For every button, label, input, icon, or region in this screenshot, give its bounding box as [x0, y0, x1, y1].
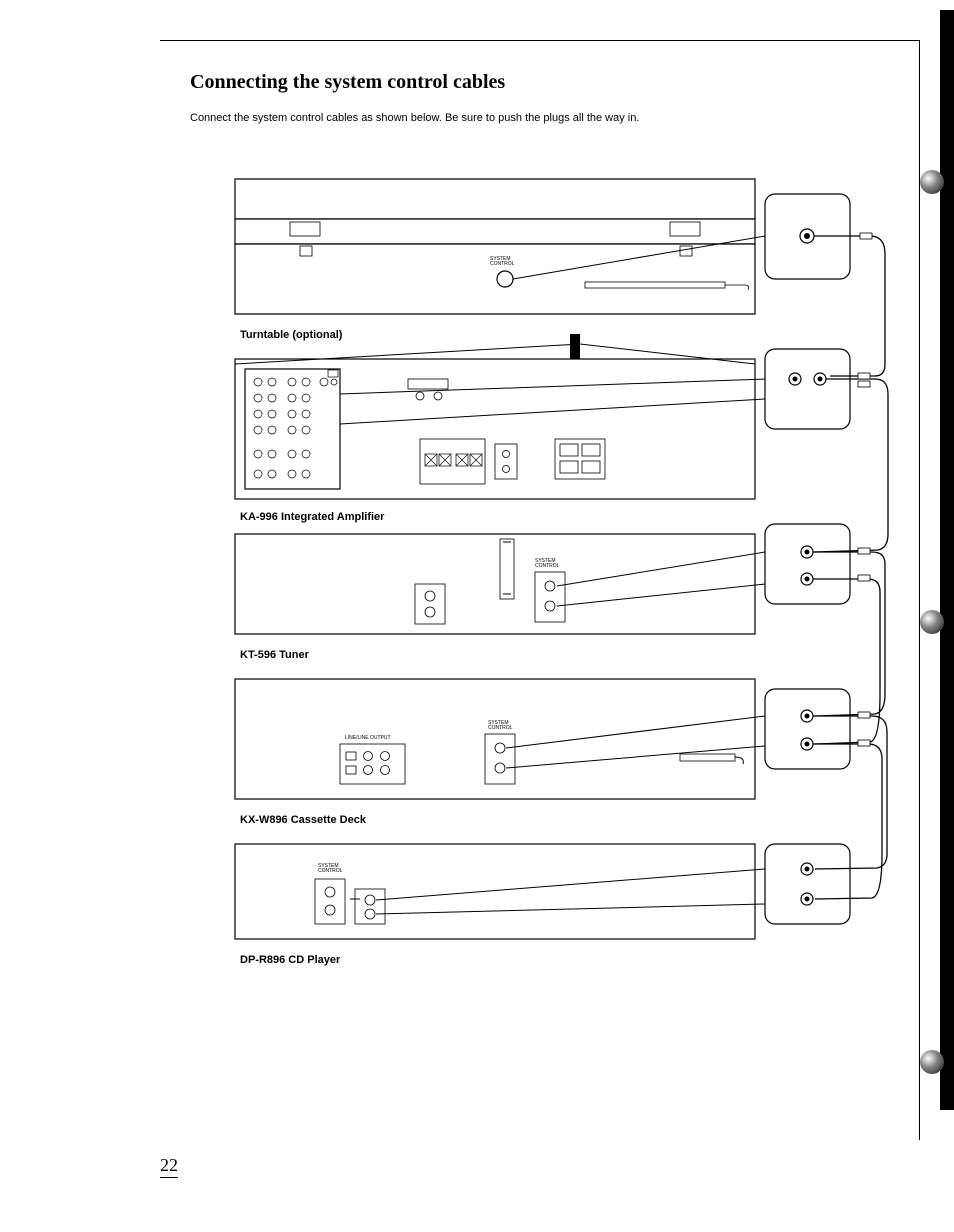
- svg-text:CONTROL: CONTROL: [318, 868, 343, 874]
- tuner-device: SYSTEM CONTROL: [235, 534, 755, 634]
- plug-detail-tuner: [765, 524, 888, 694]
- sc-label: CONTROL: [490, 261, 515, 267]
- plug-detail-amp: [765, 349, 888, 534]
- plug-detail-turntable: [765, 194, 885, 364]
- page-number: 22: [160, 1155, 178, 1178]
- page-title: Connecting the system control cables: [190, 71, 889, 94]
- binder-hole-icon: [920, 1050, 944, 1074]
- binder-hole-icon: [920, 170, 944, 194]
- diagram-svg: SYSTEM CONTROL: [190, 164, 890, 984]
- svg-text:CONTROL: CONTROL: [535, 563, 560, 569]
- plug-detail-cassette: [765, 689, 887, 854]
- page-frame: Connecting the system control cables Con…: [160, 40, 920, 1140]
- svg-text:CONTROL: CONTROL: [488, 725, 513, 731]
- svg-text:LINE/LINE OUTPUT: LINE/LINE OUTPUT: [345, 735, 391, 741]
- turntable-device: SYSTEM CONTROL: [235, 179, 755, 314]
- cdplayer-device: SYSTEM CONTROL: [235, 844, 755, 939]
- cable-diagram: Turntable (optional) KA-996 Integrated A…: [190, 164, 890, 984]
- plug-detail-cd: [765, 844, 887, 924]
- binder-hole-icon: [920, 610, 944, 634]
- cassette-device: LINE/LINE OUTPUT SYSTEM CONTROL: [235, 679, 755, 799]
- instruction-text: Connect the system control cables as sho…: [190, 112, 889, 124]
- amplifier-device: [235, 334, 755, 499]
